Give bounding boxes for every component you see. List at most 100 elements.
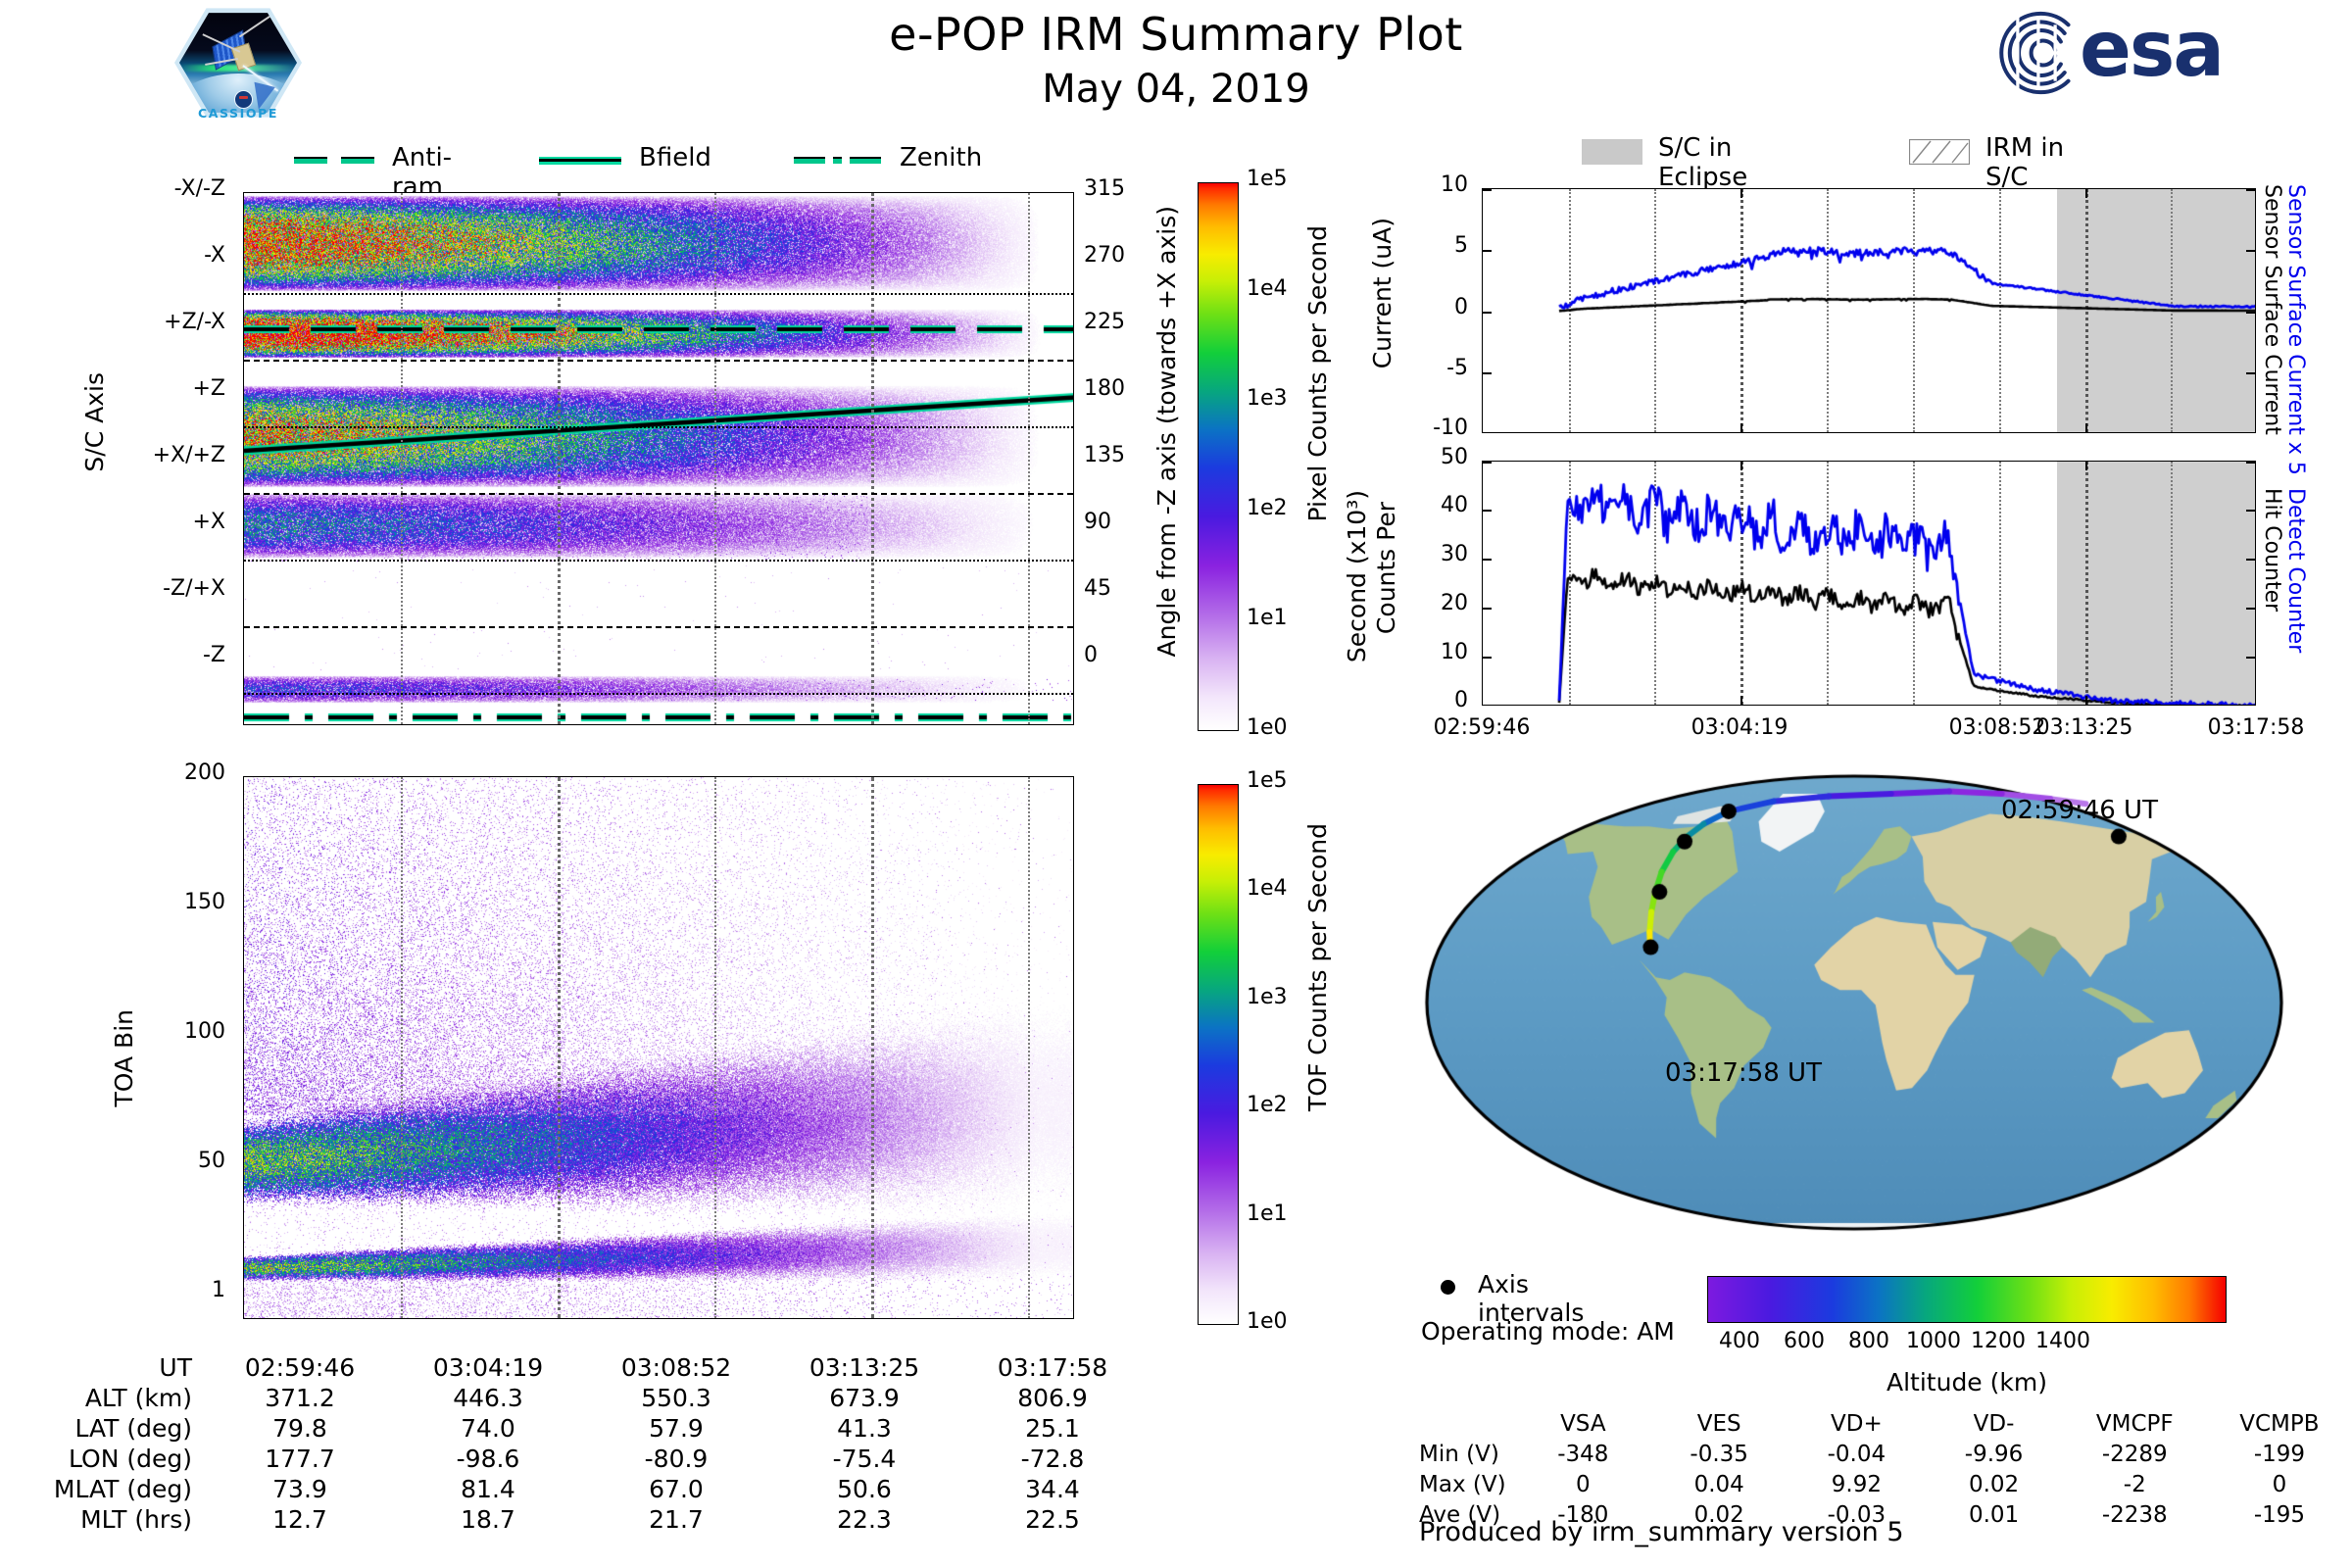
orbit-row-label: ALT (km): [84, 1384, 192, 1412]
cnt-ylabel-5: 0: [1454, 688, 1468, 712]
cb-toa-tick-1: 1e4: [1247, 876, 1288, 901]
voltage-col-header: VD-: [1973, 1411, 2015, 1437]
orbit-cell: 67.0: [649, 1475, 704, 1503]
orbit-cell: 34.4: [1025, 1475, 1080, 1503]
orbit-cell: -72.8: [1020, 1445, 1085, 1473]
altitude-colorbar-label: Altitude (km): [1886, 1368, 2047, 1396]
orbit-cell: 21.7: [649, 1505, 704, 1534]
orbit-cell: 18.7: [461, 1505, 515, 1534]
orbit-cell: 371.2: [265, 1384, 335, 1412]
cnt-ylabel-1: 40: [1441, 493, 1468, 517]
map-start-label: 02:59:46 UT: [2001, 796, 2158, 825]
voltage-row-label: Min (V): [1419, 1442, 1499, 1467]
legend-sc-eclipse-label: S/C in Eclipse: [1658, 133, 1748, 192]
counts-panel: [1482, 461, 2256, 706]
cur-ylabel-3: -5: [1446, 356, 1468, 380]
legend-bfield-label: Bfield: [639, 143, 711, 172]
cb-angle-tick-0: 1e5: [1247, 167, 1288, 191]
tof-counts-colorbar-label: TOF Counts per Second: [1303, 823, 1332, 1111]
page-subtitle: May 04, 2019: [1042, 67, 1310, 112]
angle-spectrogram-panel: [243, 192, 1074, 725]
angle-rlabel-7: 0: [1084, 643, 1098, 667]
voltage-col-header: VES: [1696, 1411, 1741, 1437]
esa-logo: esa: [1989, 6, 2313, 98]
voltage-cell: -2238: [2101, 1502, 2168, 1528]
voltage-table-corner: [1419, 1409, 1516, 1440]
toa-ylabel-1: 150: [184, 890, 225, 914]
angle-ylabel-0: -X/-Z: [173, 176, 225, 201]
orbit-cell: 446.3: [453, 1384, 523, 1412]
orbit-cell: 02:59:46: [244, 1353, 356, 1382]
voltage-cell: -199: [2253, 1442, 2306, 1467]
cnt-ylabel-4: 10: [1441, 640, 1468, 664]
current-panel: [1482, 188, 2256, 433]
cb-angle-tick-5: 1e0: [1247, 715, 1288, 740]
orbit-cell: 03:04:19: [432, 1353, 544, 1382]
rx-tick-2: 03:08:52: [1948, 715, 2046, 740]
cb-toa-tick-5: 1e0: [1247, 1309, 1288, 1334]
angle-rlabel-3: 180: [1084, 376, 1125, 401]
legend-zenith-label: Zenith: [900, 143, 983, 172]
cur-ylabel-2: 0: [1454, 295, 1468, 319]
cb-toa-tick-0: 1e5: [1247, 768, 1288, 793]
alt-tick-2: 800: [1848, 1329, 1889, 1353]
orbit-cell: 50.6: [837, 1475, 892, 1503]
counts-axis-title-l2: Second (x10³): [1343, 490, 1371, 663]
voltage-cell: -180: [1557, 1502, 1609, 1528]
table-row: Min (V) -348 -0.35 -0.04 -9.96 -2289 -199: [1419, 1440, 2352, 1470]
angle-ylabel-3: +Z: [192, 376, 225, 401]
voltage-cell: 0.04: [1693, 1472, 1744, 1497]
orbit-row-label: LAT (deg): [74, 1414, 192, 1443]
angle-ylabel-4: +X/+Z: [152, 443, 225, 467]
cassiope-logo: CASSIOPE: [174, 6, 302, 121]
orbit-cell: 12.7: [272, 1505, 327, 1534]
cb-angle-tick-1: 1e4: [1247, 276, 1288, 301]
voltage-cell: -0.04: [1827, 1442, 1886, 1467]
orbit-cell: 57.9: [649, 1414, 704, 1443]
tof-counts-colorbar: [1198, 784, 1239, 1325]
angle-ylabel-1: -X: [204, 243, 225, 268]
orbit-cell: 03:13:25: [808, 1353, 920, 1382]
angle-axis-title-left: S/C Axis: [80, 372, 109, 472]
voltage-cell: 0: [1575, 1472, 1591, 1497]
voltage-cell: 0: [2272, 1472, 2287, 1497]
table-row: ALT (km) 371.2 446.3 550.3 673.9 806.9: [35, 1383, 1147, 1413]
toa-ylabel-4: 1: [212, 1278, 225, 1302]
angle-rlabel-0: 315: [1084, 176, 1125, 201]
alt-tick-5: 1400: [2035, 1329, 2090, 1353]
voltage-col-header: VD+: [1831, 1411, 1883, 1437]
cassiope-wordmark: CASSIOPE: [197, 106, 279, 121]
voltage-cell: -348: [1557, 1442, 1609, 1467]
voltage-cell: -0.35: [1690, 1442, 1748, 1467]
rx-tick-4: 03:17:58: [2207, 715, 2305, 740]
orbit-cell: 550.3: [641, 1384, 711, 1412]
counts-axis-title-l1: Counts Per: [1372, 502, 1400, 635]
voltage-row-label: Max (V): [1419, 1472, 1506, 1497]
map-marker-legend-label: Axis intervals: [1478, 1270, 1585, 1327]
counts-right-label-blue: Detect Counter: [2283, 488, 2308, 654]
rx-tick-1: 03:04:19: [1690, 715, 1788, 740]
toa-ylabel-0: 200: [184, 760, 225, 785]
cb-angle-tick-3: 1e2: [1247, 496, 1288, 520]
angle-rlabel-1: 270: [1084, 243, 1125, 268]
legend-irm-shadow: IRM in S/C Shadow: [1908, 133, 2086, 221]
esa-swirl-icon: [1999, 11, 2071, 95]
orbit-cell: 41.3: [837, 1414, 892, 1443]
toa-ylabel-2: 100: [184, 1019, 225, 1044]
operating-mode: Operating mode: AM: [1421, 1317, 1675, 1346]
alt-tick-0: 400: [1719, 1329, 1760, 1353]
cb-angle-tick-2: 1e3: [1247, 386, 1288, 411]
orbit-cell: 81.4: [461, 1475, 515, 1503]
voltage-cell: -195: [2253, 1502, 2306, 1528]
angle-rlabel-2: 225: [1084, 310, 1125, 334]
cur-ylabel-0: 10: [1441, 172, 1468, 197]
footer-produced-by: Produced by irm_summary version 5: [1419, 1517, 1904, 1547]
voltage-cell: -2: [2123, 1472, 2146, 1497]
esa-wordmark: esa: [2080, 6, 2225, 94]
orbit-cell: 806.9: [1017, 1384, 1088, 1412]
voltage-summary-table: VSA VES VD+ VD- VMCPF VCMPB Min (V) -348 -0.35 -…: [1419, 1409, 2352, 1531]
toa-spectrogram-panel: [243, 776, 1074, 1319]
cb-toa-tick-3: 1e2: [1247, 1093, 1288, 1117]
page-title: e-POP IRM Summary Plot: [889, 8, 1463, 61]
cb-angle-tick-4: 1e1: [1247, 606, 1288, 630]
